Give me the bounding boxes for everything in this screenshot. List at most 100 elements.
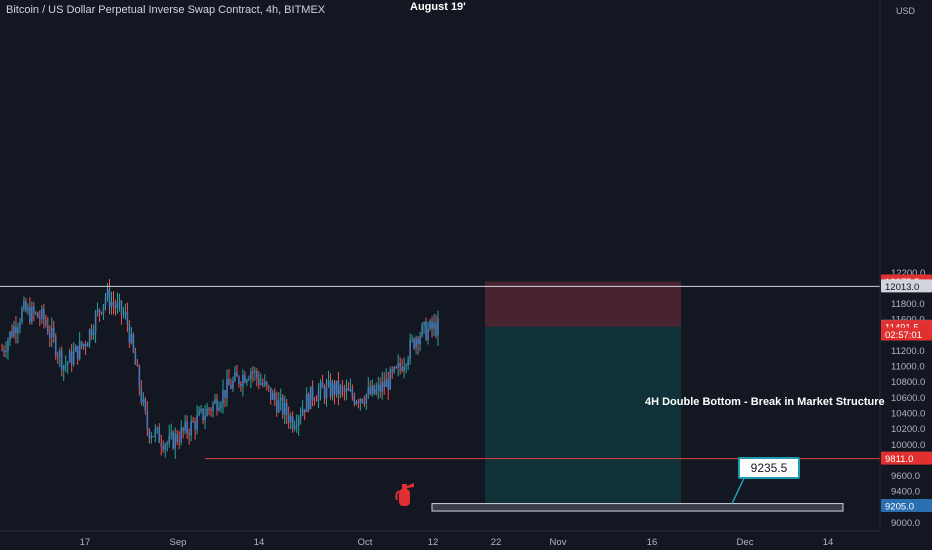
candle-body <box>1 349 3 351</box>
candle-body <box>377 384 380 390</box>
candle-body <box>174 433 177 449</box>
candle-body <box>178 441 180 443</box>
candle-body <box>373 385 376 394</box>
candle-body <box>269 387 272 400</box>
candle-body <box>431 320 433 329</box>
candle-body <box>293 426 296 429</box>
candle-body <box>106 288 109 298</box>
candle-body <box>17 327 19 333</box>
candle-body <box>72 351 75 365</box>
candle-body <box>114 304 117 308</box>
price-badge <box>881 279 932 293</box>
time-tick-label: Nov <box>550 537 567 548</box>
candle-body <box>210 409 212 411</box>
candle-body <box>160 442 163 447</box>
candle-body <box>182 428 184 431</box>
candle-body <box>80 341 83 347</box>
candle-body <box>273 393 276 401</box>
candle-body <box>204 416 206 420</box>
candle-body <box>184 421 186 431</box>
time-axis[interactable]: 17 Sep 14 Oct 12 22 Nov 16 Dec 14 <box>0 530 932 550</box>
candle-body <box>158 427 161 443</box>
candle-body <box>295 425 298 427</box>
candle-body <box>341 386 344 389</box>
candle-body <box>393 367 396 372</box>
candle-body <box>37 312 39 318</box>
time-tick-label: Dec <box>737 537 754 548</box>
candle-body <box>31 306 33 323</box>
candle-body <box>427 328 429 340</box>
candle-body <box>327 380 330 386</box>
candle-body <box>319 382 322 391</box>
price-tick-label: 9600.0 <box>891 471 920 482</box>
candle-body <box>271 393 274 400</box>
candle-body <box>46 324 49 334</box>
candle-body <box>23 301 25 309</box>
candle-body <box>76 346 79 359</box>
candle-body <box>230 385 232 389</box>
candle-body <box>92 332 95 336</box>
candle-body <box>281 397 284 415</box>
candle-body <box>305 394 308 413</box>
candle-body <box>100 312 103 314</box>
candle-body <box>74 346 77 352</box>
candle-body <box>60 350 63 370</box>
candle-body <box>11 331 13 337</box>
candle-body <box>325 385 328 399</box>
fire-extinguisher-icon <box>395 483 414 506</box>
candle-body <box>120 300 123 315</box>
candle-body <box>405 365 407 367</box>
candle-body <box>192 421 194 423</box>
time-tick-label: Sep <box>170 537 187 548</box>
candle-body <box>3 350 5 352</box>
candle-body <box>321 382 324 388</box>
candle-body <box>232 380 234 389</box>
candle-body <box>301 409 304 416</box>
candle-body <box>64 364 67 366</box>
candle-body <box>238 376 240 384</box>
price-tick-label: 11000.0 <box>891 362 925 373</box>
candle-body <box>136 364 139 367</box>
candle-body <box>267 385 270 388</box>
candle-body <box>329 380 332 397</box>
market-structure-label: 4H Double Bottom - Break in Market Struc… <box>645 396 885 408</box>
candle-body <box>220 404 222 409</box>
price-callout[interactable]: 9235.5 <box>738 457 800 479</box>
candle-body <box>283 403 286 415</box>
candle-body <box>425 322 427 340</box>
candle-body <box>84 343 87 347</box>
candle-body <box>170 432 173 436</box>
candle-body <box>258 377 260 385</box>
candle-body <box>236 372 238 377</box>
candle-body <box>180 428 182 443</box>
price-tick-label: 11800.0 <box>891 299 925 310</box>
price-tick-label: 11200.0 <box>891 346 925 357</box>
candle-body <box>421 324 423 337</box>
candle-body <box>417 338 419 345</box>
candle-body <box>365 394 368 404</box>
chart-title: Bitcoin / US Dollar Perpetual Inverse Sw… <box>6 4 326 16</box>
price-axis[interactable]: 9000.09200.09400.09600.09800.010000.0102… <box>879 0 932 550</box>
candle-body <box>333 383 336 395</box>
candle-body <box>260 383 262 385</box>
currency-label: USD <box>896 6 916 16</box>
price-badge-label: 12013.0 <box>885 282 919 293</box>
candle-body <box>70 351 73 365</box>
price-tick-label: 10000.0 <box>891 440 925 451</box>
candle-body <box>124 312 127 315</box>
candle-body <box>222 390 224 405</box>
candle-body <box>244 375 246 383</box>
candle-body <box>146 410 149 430</box>
candle-body <box>407 359 409 366</box>
candle-body <box>277 400 280 413</box>
candle-body <box>102 304 105 314</box>
time-tick-label: 16 <box>647 537 658 548</box>
candle-body <box>122 314 125 316</box>
candle-body <box>58 350 61 357</box>
candle-body <box>289 416 292 423</box>
candle-body <box>385 378 388 388</box>
candle-body <box>154 429 157 437</box>
candle-body <box>41 308 43 320</box>
annotation-title: August 19' <box>410 1 466 13</box>
